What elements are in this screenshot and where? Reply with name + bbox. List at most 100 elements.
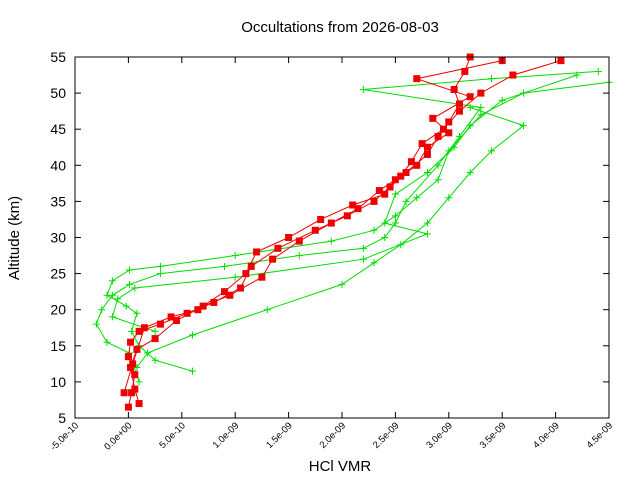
data-point — [133, 363, 141, 371]
data-point — [127, 363, 135, 371]
x-tick-label: 4.5e-09 — [585, 420, 616, 451]
data-point — [381, 190, 389, 198]
data-point — [327, 219, 335, 227]
data-point — [247, 262, 255, 270]
data-point — [183, 309, 191, 317]
series-line — [123, 60, 503, 393]
data-point — [103, 338, 111, 346]
data-point — [274, 244, 282, 252]
y-tick-label: 15 — [50, 338, 66, 354]
data-point — [194, 306, 202, 314]
data-point — [140, 324, 148, 332]
series-3 — [133, 104, 528, 371]
x-tick-label: 3.5e-09 — [478, 420, 509, 451]
data-point — [445, 118, 453, 126]
data-point — [423, 169, 431, 177]
data-point — [375, 187, 383, 195]
data-point — [285, 234, 293, 241]
data-point — [557, 57, 565, 65]
data-point — [349, 201, 357, 209]
data-point — [429, 114, 437, 122]
data-point — [407, 158, 415, 166]
data-point — [402, 197, 410, 205]
data-point — [144, 349, 152, 357]
data-point — [135, 400, 143, 408]
data-point — [188, 331, 196, 339]
data-point — [156, 270, 164, 278]
data-point — [338, 280, 346, 288]
data-point — [343, 212, 351, 220]
data-point — [413, 75, 421, 83]
data-point — [413, 161, 421, 169]
data-point — [221, 288, 229, 296]
series-line — [136, 107, 525, 368]
data-point — [231, 273, 239, 281]
data-point — [242, 270, 250, 278]
data-point — [391, 190, 399, 198]
data-point — [445, 129, 453, 137]
y-axis-label: Altitude (km) — [6, 196, 23, 280]
data-point — [381, 219, 389, 227]
data-point — [423, 230, 431, 238]
data-point — [128, 327, 136, 335]
plot-frame — [74, 56, 610, 419]
data-point — [135, 327, 143, 335]
data-point — [423, 150, 431, 158]
data-point — [131, 371, 139, 379]
x-tick-label: 2.0e-09 — [318, 420, 349, 451]
data-point — [120, 389, 128, 397]
data-point — [151, 327, 159, 335]
data-point — [167, 313, 175, 321]
data-point — [151, 356, 159, 364]
data-point — [135, 378, 143, 386]
data-point — [354, 205, 362, 213]
data-point — [253, 248, 261, 256]
data-point — [359, 255, 367, 263]
data-point — [131, 385, 139, 393]
data-point — [594, 67, 602, 75]
data-point — [124, 403, 132, 411]
data-point — [445, 194, 453, 202]
data-point — [520, 122, 528, 130]
data-point — [122, 302, 130, 310]
data-point — [391, 212, 399, 220]
y-tick-label: 55 — [50, 49, 66, 65]
data-point — [391, 176, 399, 184]
x-tick-label: 1.5e-09 — [264, 420, 295, 451]
data-point — [359, 85, 367, 93]
plot-area — [92, 53, 613, 411]
data-point — [488, 75, 496, 83]
data-point — [269, 255, 277, 263]
data-point — [114, 295, 122, 303]
data-point — [466, 122, 474, 130]
data-point — [295, 237, 303, 245]
y-tick-label: 45 — [50, 121, 66, 137]
data-point — [108, 313, 116, 321]
x-axis-label: HCl VMR — [309, 458, 372, 475]
x-tick-label: 5.0e-10 — [157, 420, 188, 451]
data-point — [359, 244, 367, 252]
data-point — [477, 104, 485, 112]
data-point — [263, 306, 271, 314]
series-line — [95, 70, 599, 383]
data-point — [477, 89, 485, 97]
data-point — [231, 252, 239, 260]
y-tick-label: 20 — [50, 302, 66, 318]
series-line — [111, 74, 578, 332]
data-point — [295, 252, 303, 260]
data-point — [381, 234, 389, 241]
data-point — [92, 320, 100, 328]
data-point — [455, 100, 463, 108]
data-point — [461, 67, 469, 75]
series-line — [106, 81, 610, 372]
series-7 — [120, 57, 506, 397]
data-point — [124, 353, 132, 361]
x-tick-label: 2.5e-09 — [371, 420, 402, 451]
data-point — [221, 262, 229, 270]
data-point — [108, 277, 116, 285]
x-tick-label: 0.0e+00 — [102, 420, 134, 452]
data-point — [125, 266, 133, 274]
data-point — [210, 298, 218, 306]
series-4 — [108, 71, 581, 335]
